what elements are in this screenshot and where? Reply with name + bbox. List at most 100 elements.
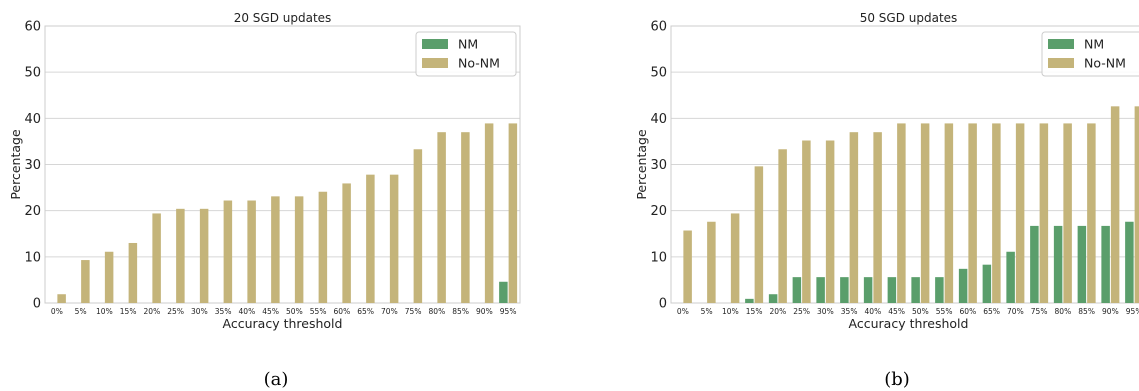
x-tick-label: 90% <box>1102 307 1119 316</box>
bar-no-nm-1 <box>707 221 716 303</box>
y-tick-label: 30 <box>24 158 41 173</box>
x-tick-label: 95% <box>500 307 517 316</box>
bar-nm-7 <box>840 277 849 303</box>
x-tick-label: 30% <box>817 307 834 316</box>
bar-nm-19 <box>1125 221 1134 303</box>
legend: NM No-NM <box>415 31 517 77</box>
bar-no-nm-13 <box>366 174 375 303</box>
bar-no-nm-16 <box>1063 123 1072 303</box>
bar-nm-11 <box>935 277 944 303</box>
subfigure-caption: (b) <box>884 369 910 390</box>
x-axis-label: Accuracy threshold <box>849 316 969 331</box>
legend-label-nm: NM <box>1084 37 1104 52</box>
x-tick-label: 45% <box>262 307 279 316</box>
y-tick-label: 60 <box>650 20 667 35</box>
bar-no-nm-19 <box>508 123 518 303</box>
bar-nm-10 <box>911 277 920 303</box>
y-tick-label: 20 <box>24 204 41 219</box>
bar-no-nm-12 <box>968 123 977 303</box>
bar-no-nm-15 <box>413 149 423 303</box>
axes-frame <box>670 25 1139 304</box>
y-axis-label: Percentage <box>8 129 23 200</box>
bar-no-nm-7 <box>849 132 859 303</box>
bar-nm-6 <box>816 277 825 303</box>
bar-no-nm-14 <box>389 174 399 303</box>
bar-no-nm-4 <box>152 213 161 303</box>
bar-nm-8 <box>863 277 873 303</box>
x-tick-label: 55% <box>936 307 953 316</box>
x-axis-label: Accuracy threshold <box>223 316 343 331</box>
bar-no-nm-18 <box>484 123 494 303</box>
bar-nm-3 <box>745 298 754 303</box>
bar-no-nm-16 <box>437 132 446 303</box>
x-tick-label: 60% <box>334 307 351 316</box>
bar-no-nm-10 <box>294 196 304 303</box>
y-tick-label: 0 <box>33 297 41 312</box>
legend: NM No-NM <box>1041 31 1139 77</box>
bar-nm-9 <box>887 277 897 303</box>
chart-title: 20 SGD updates <box>234 11 332 25</box>
x-tick-label: 35% <box>215 307 232 316</box>
bar-no-nm-11 <box>318 191 328 303</box>
y-tick-label: 60 <box>24 20 41 35</box>
bar-no-nm-3 <box>754 166 764 303</box>
x-tick-label: 70% <box>1007 307 1024 316</box>
y-tick-label: 40 <box>24 112 41 127</box>
bar-no-nm-1 <box>81 260 90 303</box>
x-tick-label: 30% <box>191 307 208 316</box>
x-tick-label: 80% <box>1055 307 1072 316</box>
x-tick-label: 0% <box>51 307 63 316</box>
bar-no-nm-6 <box>199 208 209 303</box>
x-tick-label: 45% <box>888 307 905 316</box>
bar-nm-5 <box>792 277 802 303</box>
bar-no-nm-8 <box>247 200 256 303</box>
legend-swatch-nm <box>1048 39 1074 49</box>
x-tick-label: 5% <box>701 307 713 316</box>
legend-label-no-nm: No-NM <box>458 56 500 71</box>
y-tick-label: 10 <box>650 250 667 265</box>
x-tick-label: 80% <box>429 307 446 316</box>
bar-nm-13 <box>982 264 992 303</box>
bar-no-nm-9 <box>897 123 906 303</box>
subfigure-caption: (a) <box>264 369 289 390</box>
x-tick-label: 55% <box>310 307 327 316</box>
x-tick-label: 10% <box>722 307 739 316</box>
bar-no-nm-8 <box>873 132 882 303</box>
x-tick-label: 35% <box>841 307 858 316</box>
legend-swatch-no-nm <box>422 58 448 68</box>
bar-nm-16 <box>1053 225 1063 303</box>
legend-swatch-nm <box>422 39 448 49</box>
bar-no-nm-0 <box>57 294 66 303</box>
bar-no-nm-0 <box>683 230 692 303</box>
x-tick-label: 75% <box>405 307 422 316</box>
x-tick-label: 95% <box>1126 307 1139 316</box>
x-tick-label: 60% <box>960 307 977 316</box>
x-tick-label: 40% <box>865 307 882 316</box>
x-tick-label: 10% <box>96 307 113 316</box>
bar-no-nm-5 <box>802 140 811 303</box>
bar-no-nm-9 <box>271 196 280 303</box>
bar-no-nm-2 <box>730 213 740 303</box>
bar-no-nm-13 <box>992 123 1001 303</box>
x-tick-label: 25% <box>167 307 184 316</box>
bar-no-nm-6 <box>825 140 835 303</box>
bar-nm-4 <box>768 294 778 303</box>
bar-nm-17 <box>1077 225 1087 303</box>
bar-no-nm-14 <box>1015 123 1025 303</box>
legend-label-nm: NM <box>458 37 478 52</box>
x-tick-label: 20% <box>144 307 161 316</box>
legend-label-no-nm: No-NM <box>1084 56 1126 71</box>
y-tick-label: 50 <box>24 66 41 81</box>
chart-1: 0 10 20 30 40 50 60 0% 5% 10% 15% 20% 25% 30% 35% 40% 45… <box>8 11 521 390</box>
bar-nm-14 <box>1006 251 1015 303</box>
x-tick-label: 25% <box>793 307 810 316</box>
legend-swatch-no-nm <box>1048 58 1074 68</box>
x-tick-label: 0% <box>677 307 689 316</box>
bar-no-nm-3 <box>128 242 138 303</box>
bar-no-nm-19 <box>1134 106 1139 303</box>
x-tick-label: 65% <box>983 307 1000 316</box>
x-tick-label: 15% <box>746 307 763 316</box>
y-axis-label: Percentage <box>634 129 649 200</box>
x-tick-label: 50% <box>912 307 929 316</box>
